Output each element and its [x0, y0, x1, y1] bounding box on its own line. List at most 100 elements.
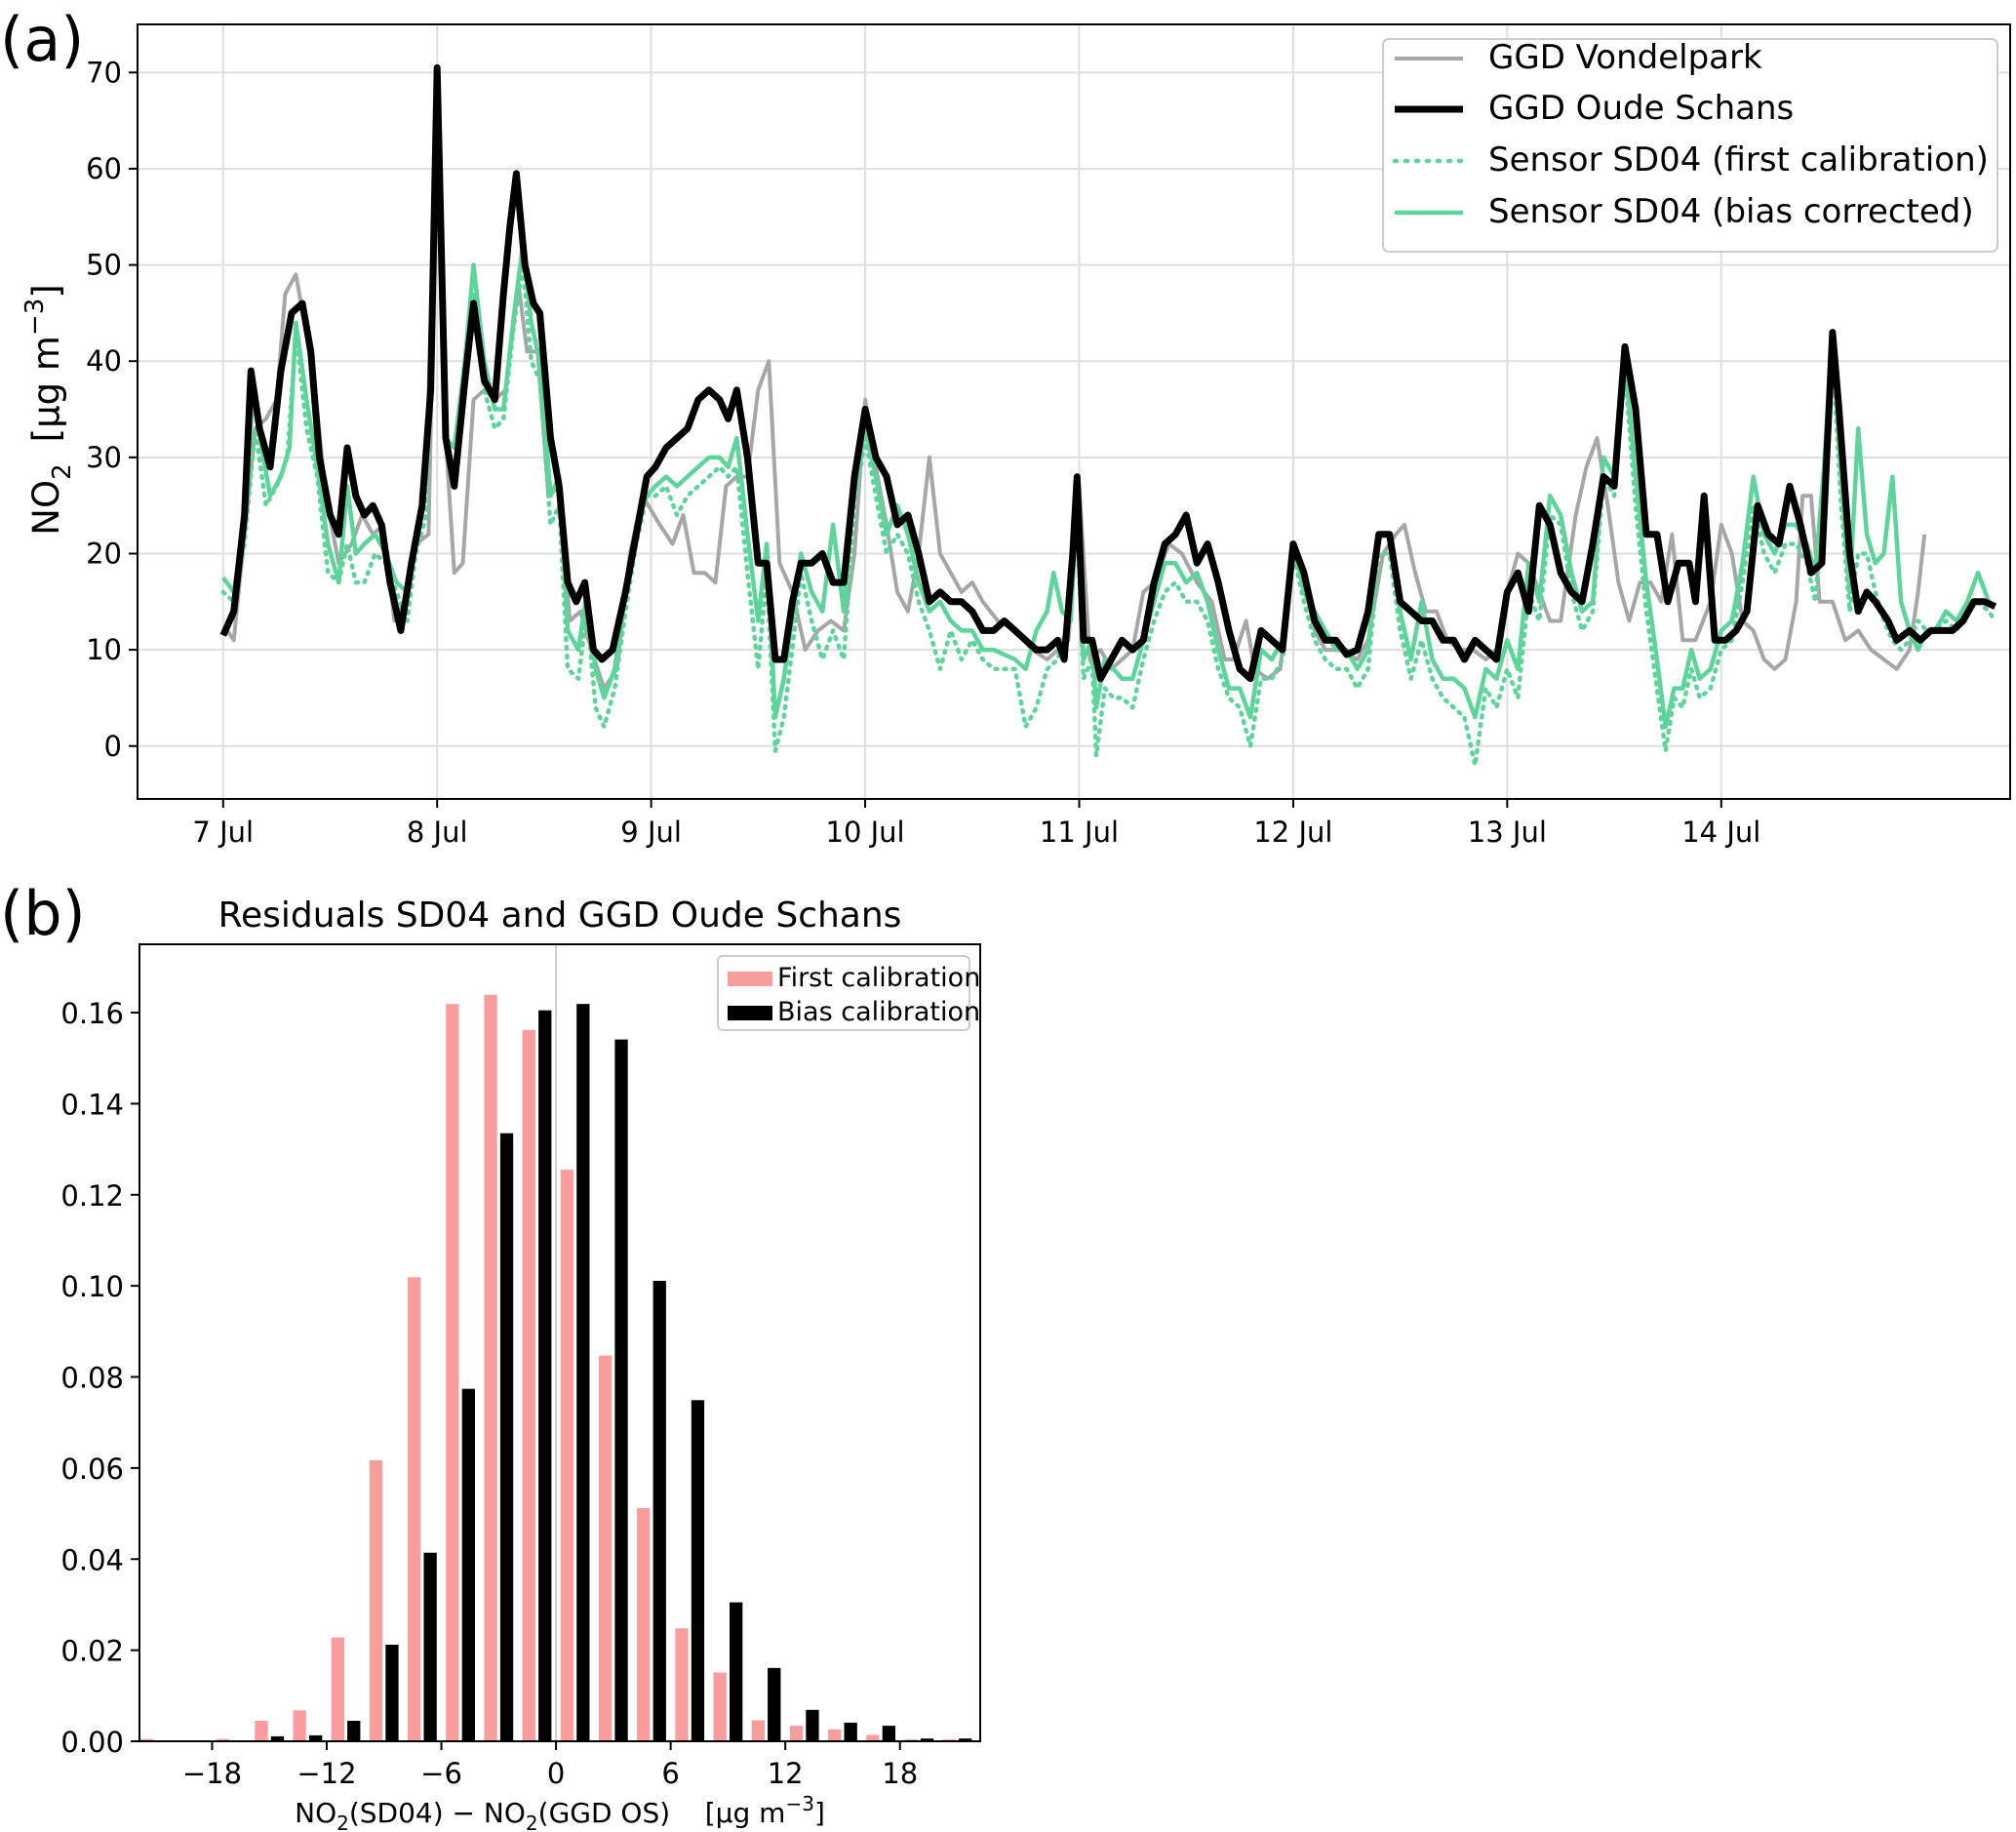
bar-bias-calibration — [768, 1667, 781, 1741]
y-tick-label: 30 — [86, 441, 122, 474]
bar-first-calibration — [522, 1029, 535, 1741]
x-tick-label: 0 — [547, 1757, 565, 1790]
bar-first-calibration — [751, 1720, 765, 1741]
y-axis-label-units-close: ] — [25, 284, 67, 298]
x-tick-label: 12 Jul — [1253, 816, 1332, 849]
bar-first-calibration — [866, 1734, 880, 1741]
bar-bias-calibration — [576, 1004, 590, 1741]
bar-bias-calibration — [652, 1281, 666, 1741]
bar-first-calibration — [713, 1672, 727, 1741]
panel-b-legend-box — [717, 955, 970, 1031]
bar-first-calibration — [369, 1459, 383, 1741]
panel-a-x-ticks: 7 Jul 8 Jul 9 Jul 10 Jul 11 Jul 12 Jul 13 Jul 1… — [192, 799, 1760, 849]
bar-first-calibration — [560, 1170, 574, 1741]
y-tick-label: 60 — [86, 152, 122, 185]
x-tick-label: 10 Jul — [826, 816, 905, 849]
bar-first-calibration — [217, 1738, 230, 1741]
panel-b-x-axis-label: NO2(SD04) − NO2(GGD OS) [µg m−3] — [295, 1792, 825, 1832]
y-tick-label: 10 — [86, 633, 122, 666]
y-tick-label: 0.08 — [60, 1362, 124, 1395]
bar-bias-calibration — [538, 1010, 552, 1741]
bar-bias-calibration — [959, 1738, 972, 1741]
legend-label: Bias calibration — [777, 997, 980, 1027]
panel-a-y-ticks: 0 10 20 30 40 50 60 70 — [86, 56, 138, 763]
panel-a-label: (a) — [0, 4, 84, 75]
x-tick-label: −6 — [420, 1757, 462, 1790]
legend-label: GGD Vondelpark — [1488, 38, 1762, 77]
x-tick-label: 6 — [661, 1757, 679, 1790]
bar-first-calibration — [789, 1726, 804, 1741]
bar-first-calibration — [828, 1729, 842, 1741]
panel-a-line-chart: 0 10 20 30 40 50 60 70 7 Jul 8 Jul 9 Jul 10 Jul 11 … — [20, 23, 2011, 849]
y-tick-label: 70 — [86, 56, 122, 89]
panel-a-frame — [137, 23, 2011, 800]
legend-label: Sensor SD04 (first calibration) — [1488, 140, 1989, 179]
bar-first-calibration — [446, 1004, 459, 1741]
bar-bias-calibration — [806, 1709, 819, 1741]
bar-bias-calibration — [844, 1722, 857, 1741]
bar-bias-calibration — [614, 1039, 628, 1741]
x-tick-label: 18 — [882, 1757, 918, 1790]
y-tick-label: 0.00 — [60, 1726, 124, 1759]
panel-a-y-axis-label: NO2 [µg m−3] — [20, 284, 77, 535]
bar-first-calibration — [331, 1637, 344, 1741]
y-tick-label: 0.12 — [60, 1179, 124, 1213]
bar-bias-calibration — [499, 1133, 514, 1741]
panel-b-histogram: Residuals SD04 and GGD Oude Schans 0.000… — [60, 896, 981, 1832]
x-tick-label: 12 — [768, 1757, 804, 1790]
x-label-close: ] — [814, 1797, 825, 1829]
bar-bias-calibration — [347, 1721, 361, 1741]
bar-bias-calibration — [691, 1400, 705, 1741]
bar-bias-calibration — [882, 1726, 895, 1741]
panel-b-title: Residuals SD04 and GGD Oude Schans — [218, 896, 902, 936]
panel-a-legend: GGD Vondelpark GGD Oude Schans Sensor SD04… — [1382, 38, 1998, 253]
panel-b-frame — [138, 943, 981, 1742]
bar-first-calibration — [408, 1277, 421, 1741]
x-tick-label: 9 Jul — [620, 816, 682, 849]
x-tick-label: −12 — [296, 1757, 356, 1790]
bar-first-calibration — [484, 994, 497, 1741]
bar-bias-calibration — [423, 1552, 437, 1741]
x-label-part-3: (GGD OS) [µg m — [538, 1797, 786, 1829]
series-line-sensor-sd04-bias-corrected — [220, 99, 1996, 730]
y-tick-label: 0.06 — [60, 1453, 124, 1486]
x-tick-label: 13 Jul — [1468, 816, 1547, 849]
y-tick-label: 20 — [86, 537, 122, 570]
x-label-sub-1: 2 — [336, 1812, 349, 1832]
bar-bias-calibration — [461, 1388, 475, 1741]
panel-b-label: (b) — [0, 878, 86, 949]
bar-first-calibration — [139, 1738, 154, 1741]
legend-label: First calibration — [777, 963, 980, 993]
panel-b-legend: First calibration Bias calibration — [717, 955, 980, 1031]
y-tick-label: 0.04 — [60, 1543, 124, 1576]
x-tick-label: 7 Jul — [192, 816, 254, 849]
x-tick-label: 8 Jul — [407, 816, 468, 849]
panel-a-legend-box — [1382, 38, 1998, 253]
bar-bias-calibration — [270, 1735, 285, 1741]
x-tick-label: 11 Jul — [1040, 816, 1119, 849]
legend-label: GGD Oude Schans — [1488, 89, 1794, 128]
panel-b-x-ticks: −18 −12 −6 0 6 12 18 — [182, 1741, 918, 1790]
legend-swatch — [728, 1006, 772, 1020]
x-tick-label: 14 Jul — [1681, 816, 1760, 849]
legend-label: Sensor SD04 (bias corrected) — [1488, 192, 1974, 231]
y-tick-label: 0.10 — [60, 1270, 124, 1303]
series-line-ggd-oude-schans — [219, 63, 1997, 683]
y-tick-label: 0.02 — [60, 1635, 124, 1668]
x-label-sup: −3 — [785, 1792, 813, 1815]
x-label-part-1: NO — [295, 1797, 336, 1829]
y-axis-label-subscript: 2 — [48, 463, 77, 480]
panel-b-y-ticks: 0.00 0.02 0.04 0.06 0.08 0.10 0.12 0.14 0.16 — [60, 997, 139, 1759]
panel-a-grid — [138, 24, 2010, 799]
bar-bias-calibration — [385, 1645, 399, 1741]
legend-swatch — [728, 972, 772, 986]
y-tick-label: 0.16 — [60, 997, 124, 1030]
bar-first-calibration — [255, 1721, 268, 1741]
y-tick-label: 40 — [86, 344, 122, 378]
y-axis-label-main: NO — [25, 480, 67, 536]
y-axis-label-units: [µg m — [25, 336, 67, 442]
y-tick-label: 0.14 — [60, 1088, 124, 1121]
bar-bias-calibration — [920, 1738, 934, 1741]
bar-first-calibration — [675, 1628, 689, 1741]
y-tick-label: 50 — [86, 249, 122, 282]
